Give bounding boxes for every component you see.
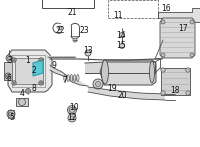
- Circle shape: [39, 81, 43, 85]
- Circle shape: [70, 107, 75, 112]
- Circle shape: [85, 50, 91, 56]
- Bar: [42, 0, 94, 8]
- Text: 16: 16: [161, 4, 171, 12]
- Circle shape: [9, 112, 13, 116]
- Text: 3: 3: [8, 56, 12, 65]
- Circle shape: [161, 53, 165, 57]
- Circle shape: [12, 58, 16, 62]
- Circle shape: [6, 55, 12, 61]
- Ellipse shape: [64, 75, 66, 81]
- Polygon shape: [158, 8, 200, 22]
- Circle shape: [96, 81, 101, 86]
- Ellipse shape: [70, 75, 73, 81]
- Circle shape: [190, 20, 194, 24]
- Circle shape: [161, 91, 165, 95]
- Text: 20: 20: [117, 91, 127, 100]
- Ellipse shape: [67, 75, 69, 81]
- Circle shape: [12, 81, 16, 85]
- Text: 18: 18: [170, 86, 180, 95]
- Text: 10: 10: [69, 102, 79, 112]
- Text: 6: 6: [7, 74, 11, 82]
- Polygon shape: [160, 18, 195, 58]
- Circle shape: [8, 56, 11, 60]
- Text: 12: 12: [67, 113, 77, 122]
- Circle shape: [120, 32, 124, 37]
- Circle shape: [40, 59, 42, 61]
- Bar: [108, 0, 158, 18]
- Text: 21: 21: [67, 7, 77, 16]
- Circle shape: [40, 82, 42, 84]
- Text: 14: 14: [116, 30, 126, 40]
- Ellipse shape: [150, 61, 154, 83]
- Ellipse shape: [102, 60, 109, 84]
- Circle shape: [26, 88, 31, 93]
- Circle shape: [161, 20, 165, 24]
- Text: 7: 7: [63, 76, 67, 85]
- Text: 23: 23: [79, 25, 89, 35]
- Circle shape: [190, 53, 194, 57]
- Text: 9: 9: [52, 61, 56, 70]
- Polygon shape: [33, 60, 43, 76]
- Text: 5: 5: [10, 113, 14, 122]
- Text: 19: 19: [107, 83, 117, 92]
- Text: 2: 2: [32, 66, 36, 75]
- Text: 4: 4: [20, 88, 24, 97]
- Text: 11: 11: [113, 10, 123, 20]
- Circle shape: [27, 90, 29, 92]
- Circle shape: [120, 44, 124, 49]
- Circle shape: [19, 98, 26, 106]
- Polygon shape: [161, 68, 190, 95]
- Polygon shape: [16, 98, 28, 106]
- Circle shape: [161, 68, 165, 72]
- Circle shape: [58, 26, 62, 30]
- Circle shape: [93, 79, 103, 89]
- Polygon shape: [100, 60, 156, 85]
- Circle shape: [5, 73, 11, 79]
- Circle shape: [70, 116, 74, 120]
- Polygon shape: [88, 87, 165, 100]
- Circle shape: [13, 82, 15, 84]
- Text: 8: 8: [32, 83, 36, 92]
- Text: 15: 15: [116, 41, 126, 50]
- Polygon shape: [4, 62, 12, 80]
- Circle shape: [186, 91, 190, 95]
- Ellipse shape: [77, 75, 79, 81]
- Polygon shape: [85, 62, 155, 73]
- Circle shape: [73, 38, 77, 42]
- Text: 17: 17: [178, 24, 188, 32]
- Text: 13: 13: [83, 46, 93, 55]
- Circle shape: [7, 75, 10, 77]
- Circle shape: [68, 106, 77, 115]
- Text: 22: 22: [55, 25, 65, 35]
- Text: 1: 1: [26, 56, 30, 65]
- Ellipse shape: [73, 75, 76, 81]
- Circle shape: [7, 110, 15, 118]
- Polygon shape: [50, 65, 88, 86]
- Circle shape: [186, 68, 190, 72]
- Circle shape: [68, 114, 76, 122]
- Circle shape: [39, 58, 43, 62]
- Polygon shape: [15, 58, 43, 84]
- Polygon shape: [8, 50, 52, 92]
- Circle shape: [13, 59, 15, 61]
